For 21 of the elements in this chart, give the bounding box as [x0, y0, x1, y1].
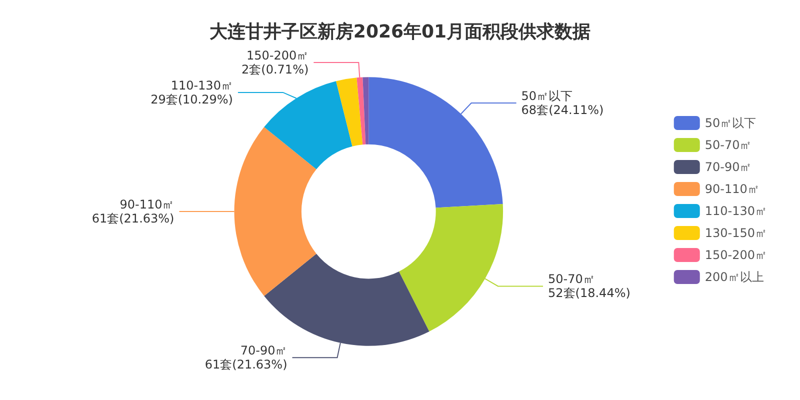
data-label: 52套(18.44%): [548, 286, 630, 300]
data-label: 68套(24.11%): [521, 102, 604, 117]
legend-label: 50-70㎡: [704, 138, 752, 152]
slice-label: 110-130㎡: [170, 78, 233, 92]
legend-label: 150-200㎡: [704, 248, 767, 262]
slice-label: 150-200㎡: [246, 48, 309, 62]
data-label: 29套(10.29%): [150, 92, 233, 106]
slice-label: 90-110㎡: [120, 198, 174, 212]
chart-title: 大连甘井子区新房2026年01月面积段供求数据: [208, 22, 591, 42]
data-label: 61套(21.63%): [204, 358, 288, 372]
slice-label: 50㎡以下: [521, 88, 573, 103]
slice-label: 50-70㎡: [548, 272, 595, 286]
legend-label: 130-150㎡: [704, 226, 767, 240]
slice-label: 70-90㎡: [240, 344, 288, 358]
data-label: 2套(0.71%): [242, 62, 309, 76]
legend-label: 50㎡以下: [704, 116, 756, 130]
legend-label: 70-90㎡: [704, 160, 752, 174]
data-label: 61套(21.63%): [92, 212, 174, 226]
legend-label: 200㎡以上: [704, 270, 764, 284]
legend-label: 90-110㎡: [704, 182, 760, 196]
legend-label: 110-130㎡: [704, 204, 767, 218]
